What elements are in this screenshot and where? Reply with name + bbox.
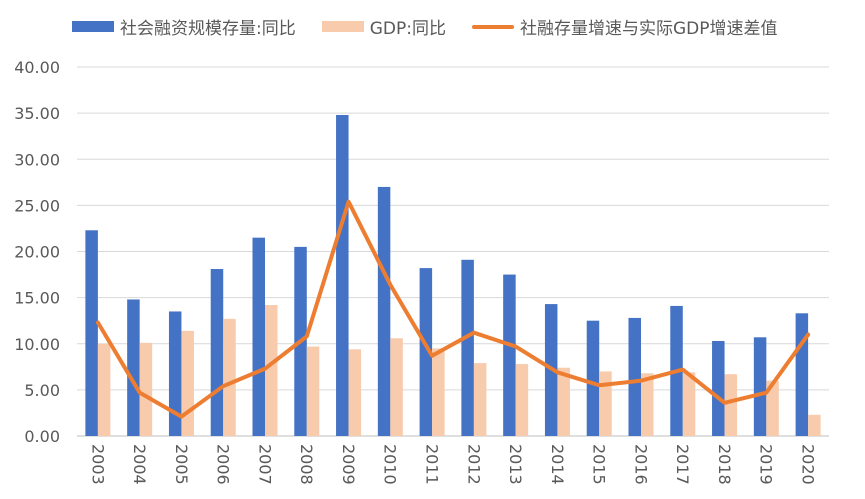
- bar-social-financing: [586, 320, 600, 436]
- legend-item-spread: 社融存量增速与实际GDP增速差值: [471, 14, 778, 39]
- bar-social-financing: [461, 259, 474, 436]
- x-tick-label: 2012: [464, 444, 483, 485]
- x-tick-label: 2005: [172, 444, 191, 485]
- bar-social-financing: [419, 268, 433, 436]
- bar-gdp: [473, 363, 487, 436]
- bar-gdp: [181, 330, 194, 436]
- x-tick-label: 2006: [214, 444, 233, 485]
- x-tick-label: 2003: [88, 444, 107, 485]
- y-tick-label: 30.00: [14, 150, 60, 169]
- chart-legend: 社会融资规模存量:同比 GDP:同比 社融存量增速与实际GDP增速差值: [72, 14, 778, 39]
- bar-gdp: [557, 367, 570, 436]
- x-tick-label: 2018: [715, 444, 734, 485]
- legend-swatch-gdp: [321, 21, 364, 32]
- bar-gdp: [390, 338, 403, 436]
- bar-social-financing: [85, 230, 98, 436]
- legend-label-gdp: GDP:同比: [369, 19, 446, 39]
- bar-social-financing: [252, 237, 265, 436]
- bar-social-financing: [127, 299, 140, 436]
- bar-social-financing: [753, 337, 767, 436]
- bar-gdp: [97, 343, 111, 436]
- legend-item-social-financing: 社会融资规模存量:同比: [72, 14, 296, 39]
- x-tick-label: 2015: [590, 444, 609, 485]
- y-tick-label: 0.00: [24, 427, 60, 446]
- y-tick-label: 35.00: [14, 104, 60, 123]
- legend-swatch-social-financing: [72, 21, 114, 32]
- bar-social-financing: [628, 317, 641, 436]
- x-tick-label: 2007: [255, 444, 274, 485]
- bar-social-financing: [168, 311, 182, 436]
- y-tick-label: 5.00: [24, 381, 60, 400]
- bar-social-financing: [503, 274, 516, 436]
- y-tick-label: 20.00: [14, 243, 60, 262]
- legend-swatch-spread: [471, 24, 514, 29]
- bar-gdp: [223, 318, 236, 436]
- bar-gdp: [724, 374, 738, 436]
- bar-gdp: [306, 346, 320, 436]
- x-tick-label: 2016: [631, 444, 650, 485]
- bar-gdp: [515, 364, 529, 436]
- legend-item-gdp: GDP:同比: [321, 14, 446, 39]
- legend-label-spread: 社融存量增速与实际GDP增速差值: [519, 19, 778, 39]
- bar-gdp: [641, 373, 654, 436]
- bar-gdp: [766, 380, 779, 436]
- x-tick-label: 2017: [673, 444, 692, 485]
- bar-gdp: [432, 348, 445, 436]
- y-tick-label: 40.00: [14, 58, 60, 77]
- legend-label-social-financing: 社会融资规模存量:同比: [120, 19, 296, 39]
- line-spread: [95, 199, 811, 419]
- x-tick-label: 2004: [130, 444, 149, 485]
- bar-gdp: [265, 305, 278, 436]
- x-tick-label: 2010: [381, 444, 400, 485]
- bar-social-financing: [336, 114, 349, 436]
- bar-social-financing: [377, 186, 391, 436]
- x-tick-label: 2013: [506, 444, 525, 485]
- bar-social-financing: [210, 269, 224, 436]
- bar-gdp: [348, 349, 362, 436]
- bar-gdp: [682, 372, 696, 436]
- bar-social-financing: [712, 340, 725, 436]
- bar-gdp: [808, 414, 821, 436]
- bar-gdp: [599, 371, 612, 436]
- x-tick-label: 2008: [297, 444, 316, 485]
- y-tick-label: 10.00: [14, 335, 60, 354]
- bar-gdp: [139, 342, 153, 436]
- y-tick-label: 15.00: [14, 289, 60, 308]
- x-tick-label: 2009: [339, 444, 358, 485]
- x-tick-label: 2014: [548, 444, 567, 485]
- bar-social-financing: [795, 313, 809, 436]
- y-tick-label: 25.00: [14, 196, 60, 215]
- x-tick-label: 2011: [423, 444, 442, 485]
- x-tick-label: 2019: [757, 444, 776, 485]
- x-tick-label: 2020: [799, 444, 818, 485]
